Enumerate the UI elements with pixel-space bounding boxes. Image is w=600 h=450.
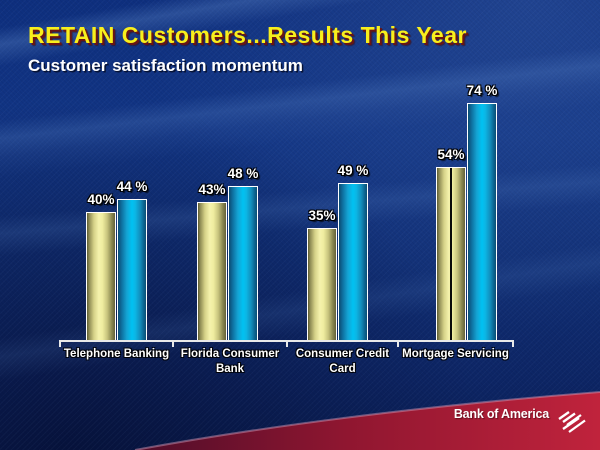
category-label-florida-consumer-bank: Florida Consumer Bank [180,348,280,375]
bar-consumer-credit-card-current-period [338,183,368,340]
bar-consumer-credit-card-prior-period [307,228,337,340]
category-label-consumer-credit-card: Consumer Credit Card [295,348,390,375]
x-axis-tick-2 [286,340,288,347]
bar-florida-consumer-bank-current-period [228,186,258,340]
x-axis-tick-3 [397,340,399,347]
category-label-mortgage-servicing: Mortgage Servicing [402,348,509,360]
x-axis-tick-1 [172,340,174,347]
value-label-consumer-credit-card-current-period: 49 % [337,163,369,178]
bank-logo-text: Bank of America [453,407,549,421]
bank-flag-icon [558,411,586,433]
value-label-florida-consumer-bank-prior-period: 43% [198,182,226,197]
bar-telephone-banking-prior-period [86,212,116,340]
value-label-mortgage-servicing-current-period: 74 % [466,83,498,98]
bar-florida-consumer-bank-prior-period [197,202,227,340]
value-label-florida-consumer-bank-current-period: 48 % [227,166,259,181]
bar-mortgage-servicing-prior-period [436,167,466,340]
category-label-telephone-banking: Telephone Banking [63,348,170,360]
slide-subtitle: Customer satisfaction momentum [28,56,303,75]
x-axis-tick-0 [59,340,61,347]
bar-mortgage-servicing-current-period [467,103,497,340]
slide-title: RETAIN Customers...Results This Year [28,22,467,48]
bar-center-seam [450,168,452,340]
value-label-telephone-banking-prior-period: 40% [87,192,115,207]
value-label-mortgage-servicing-prior-period: 54% [437,147,465,162]
x-axis-tick-4 [512,340,514,347]
value-label-telephone-banking-current-period: 44 % [116,179,148,194]
value-label-consumer-credit-card-prior-period: 35% [308,208,336,223]
bar-telephone-banking-current-period [117,199,147,340]
brand-swoosh [134,391,600,450]
brand-logo: Bank of America [454,405,588,433]
